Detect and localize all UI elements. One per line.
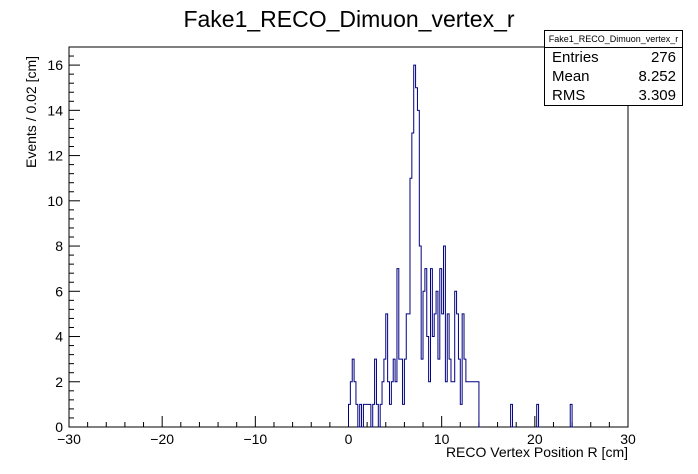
histogram-bin: [438, 359, 440, 427]
stats-box-title: Fake1_RECO_Dimuon_vertex_r: [545, 31, 682, 48]
y-tick-label: 4: [55, 329, 63, 345]
x-tick-label: 10: [434, 431, 450, 447]
x-tick-label: 20: [527, 431, 543, 447]
stats-box: Fake1_RECO_Dimuon_vertex_r Entries 276 M…: [544, 30, 683, 106]
stats-row-entries: Entries 276: [545, 48, 682, 67]
stats-label: Entries: [552, 49, 599, 66]
stats-value: 8.252: [638, 68, 676, 85]
histogram-bin: [432, 337, 434, 427]
x-tick-label: 30: [620, 431, 636, 447]
histogram-bin: [395, 382, 397, 427]
y-tick-label: 12: [47, 148, 63, 164]
x-tick-label: −30: [57, 431, 81, 447]
histogram-bin: [451, 382, 453, 427]
histogram-bin: [399, 359, 401, 427]
x-tick-label: −20: [150, 431, 174, 447]
y-tick-label: 0: [55, 419, 63, 435]
stats-row-mean: Mean 8.252: [545, 67, 682, 86]
y-tick-label: 8: [55, 238, 63, 254]
chart-title: Fake1_RECO_Dimuon_vertex_r: [183, 6, 515, 32]
histogram-bin: [475, 382, 477, 427]
histogram-outline: [348, 64, 574, 428]
x-tick-label: 0: [345, 431, 353, 447]
histogram-bin: [408, 314, 410, 427]
stats-label: RMS: [552, 87, 586, 104]
y-axis-ticks: 0 2 4 6 8 10 12 14 16: [47, 46, 80, 435]
stats-row-rms: RMS 3.309: [545, 86, 682, 105]
stats-value: 276: [650, 49, 676, 66]
y-tick-label: 14: [47, 102, 63, 118]
histogram-bin: [466, 382, 468, 427]
y-tick-label: 2: [55, 374, 63, 390]
histogram-bin: [421, 359, 423, 427]
x-axis-label: RECO Vertex Position R [cm]: [445, 444, 628, 460]
histogram-bin: [442, 314, 444, 427]
x-tick-label: −10: [243, 431, 267, 447]
y-tick-label: 16: [47, 57, 63, 73]
histogram-bin: [429, 382, 431, 427]
histogram-bin: [471, 382, 473, 427]
y-axis-label: Events / 0.02 [cm]: [23, 55, 39, 168]
stats-value: 3.309: [638, 87, 676, 104]
histogram-bin: [389, 404, 391, 427]
stats-label: Mean: [552, 68, 590, 85]
histogram-bin: [468, 382, 470, 427]
y-tick-label: 10: [47, 193, 63, 209]
histogram-bin: [470, 382, 472, 427]
x-axis-ticks: −30 −20 −10 0 10 20 30: [57, 416, 636, 447]
y-tick-label: 6: [55, 283, 63, 299]
histogram-bin: [445, 382, 447, 427]
histogram-bin: [416, 88, 418, 427]
histogram-bin: [473, 382, 475, 427]
histogram-bin: [453, 382, 455, 427]
